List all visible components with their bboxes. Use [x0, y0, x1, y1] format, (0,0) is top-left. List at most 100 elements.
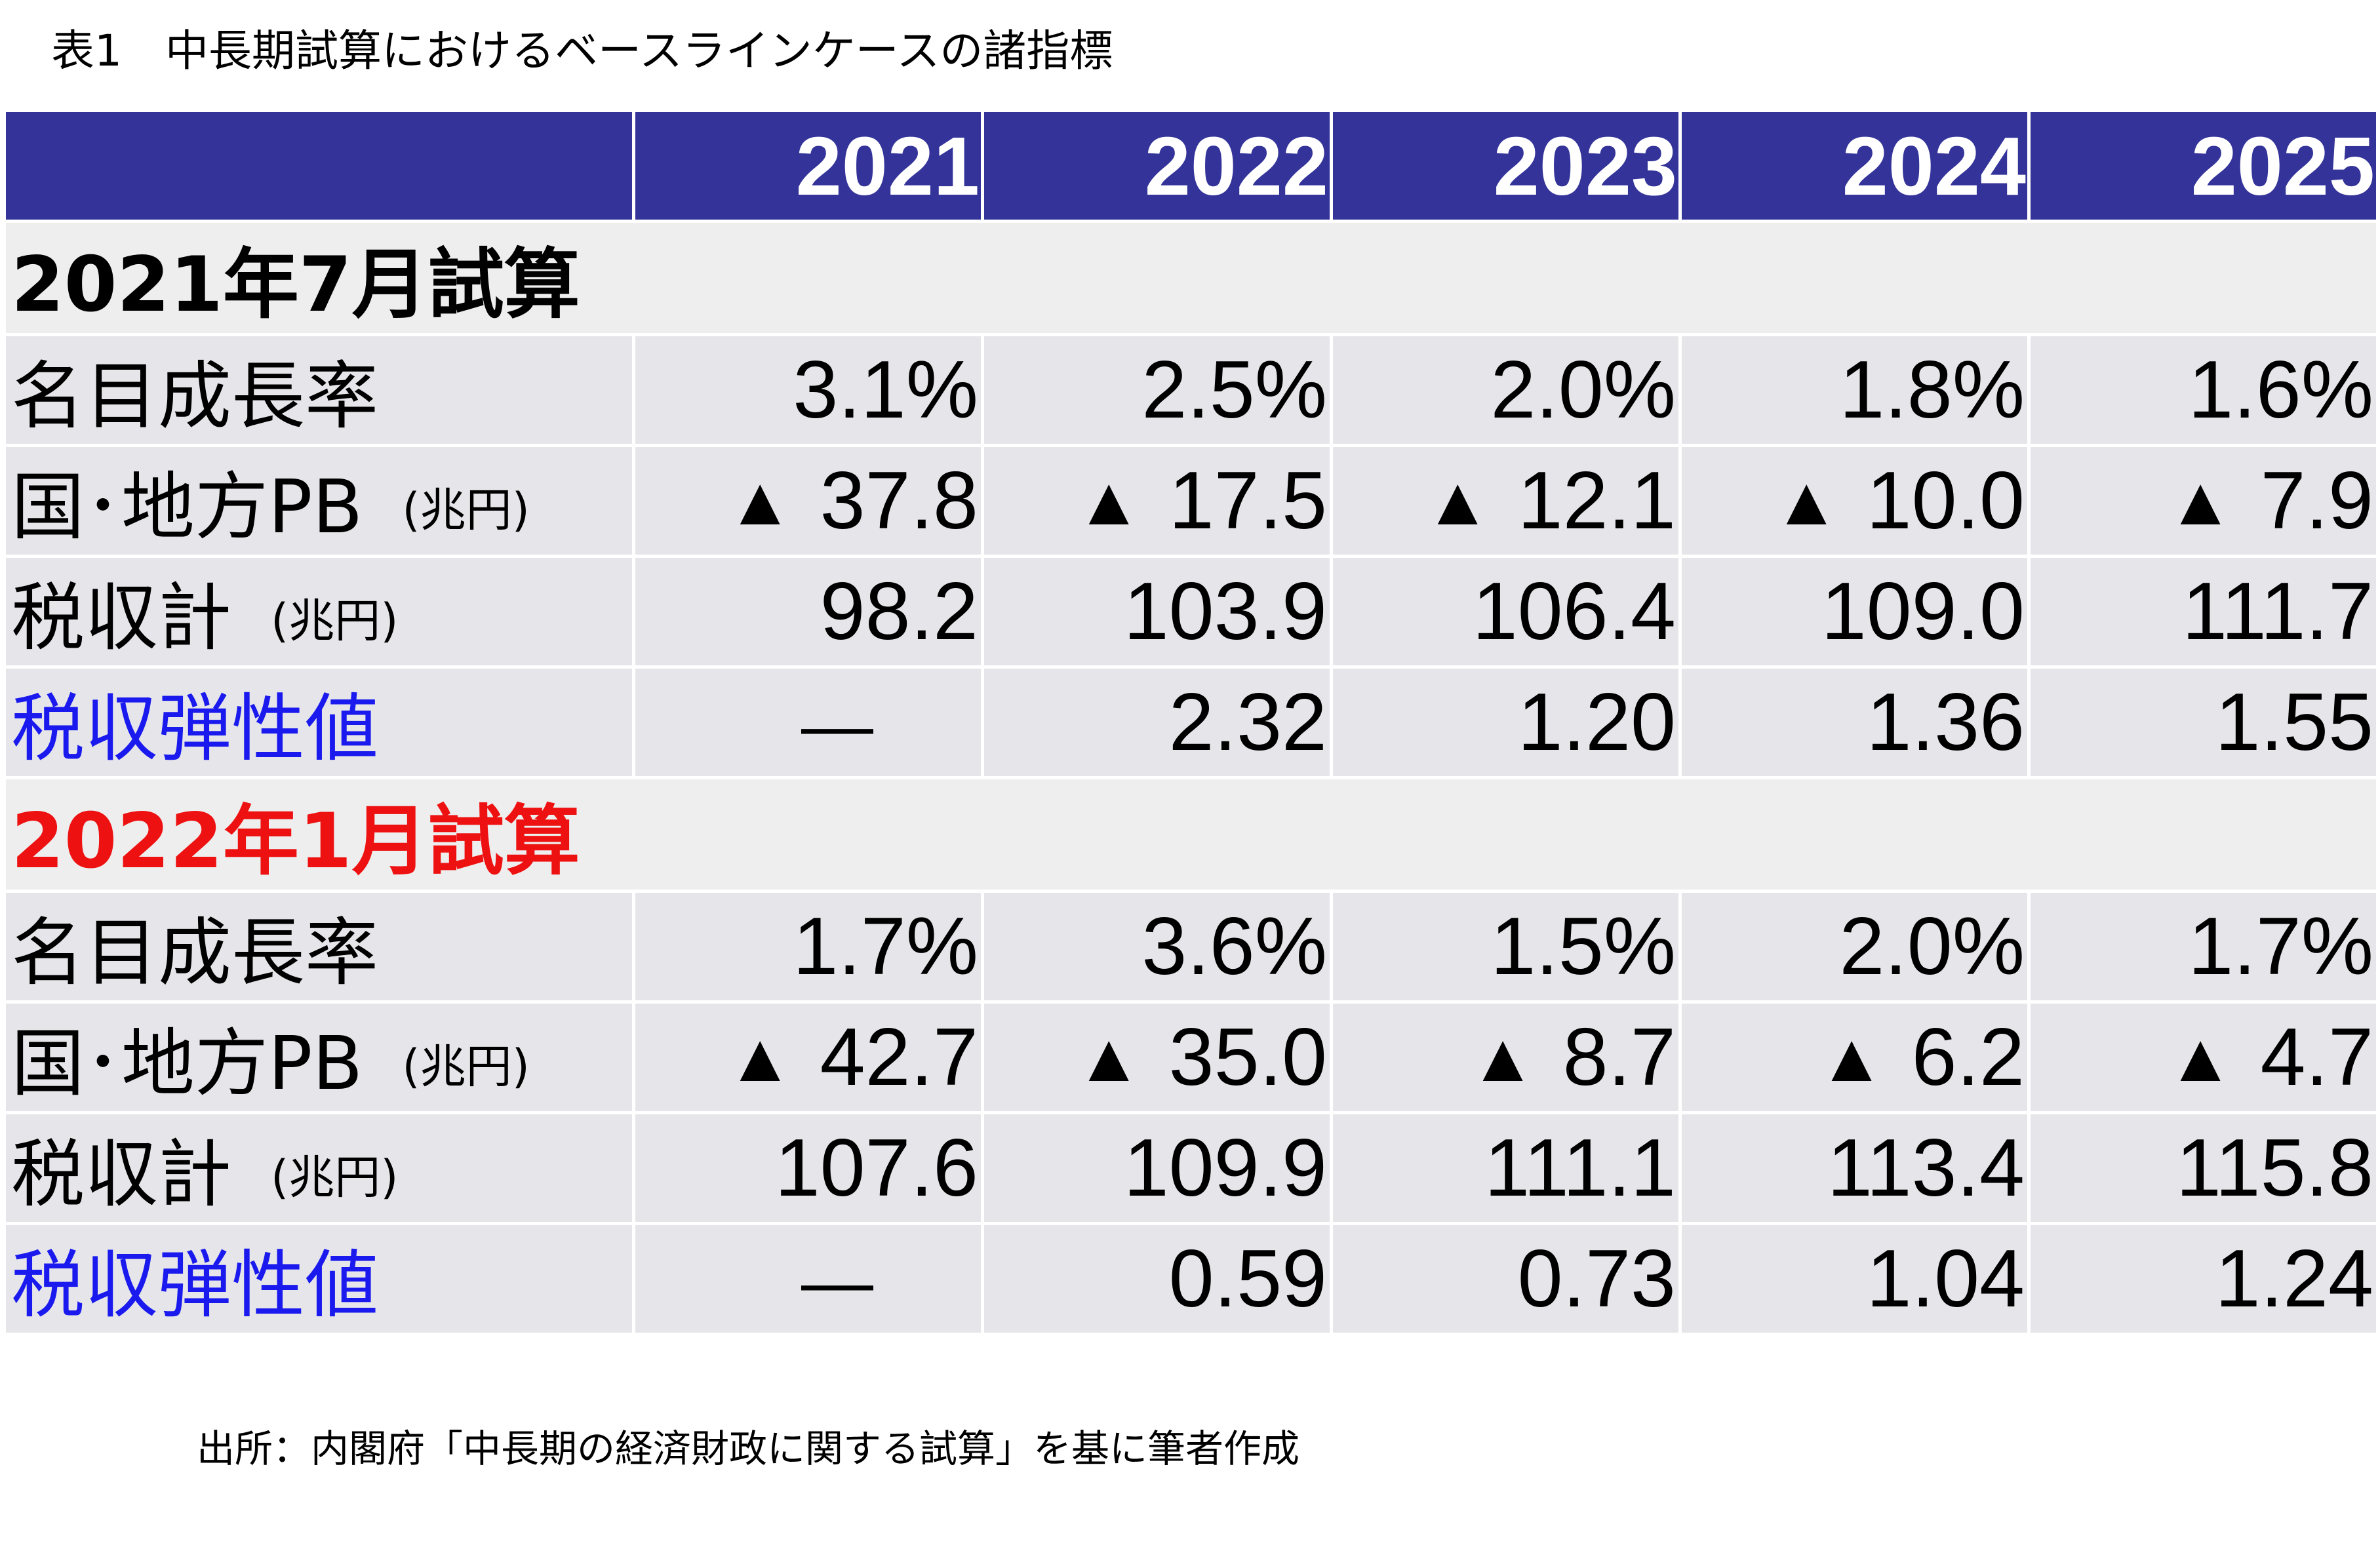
section-title: 2021年7月試算 [3, 220, 2379, 336]
negative-triangle-icon: ▲ [2166, 1020, 2234, 1096]
table-cell: ▲ 42.7 [632, 1000, 984, 1114]
row-label: 名目成長率 [3, 890, 635, 1004]
table-cell: ▲ 17.5 [981, 444, 1333, 558]
table-cell: 2.5% [981, 333, 1333, 447]
table-cell: 1.36 [1678, 665, 2031, 779]
cell-value: 10.0 [1866, 456, 2025, 546]
table-cell: 1.8% [1678, 333, 2031, 447]
cell-value: 6.2 [1911, 1012, 2025, 1103]
header-row: 2021 2022 2023 2024 2025 [3, 109, 2379, 223]
table-cell: 2.32 [981, 665, 1333, 779]
table-cell: 103.9 [981, 555, 1333, 669]
table-cell: 1.55 [2027, 665, 2379, 779]
table-cell: 113.4 [1678, 1111, 2031, 1225]
negative-triangle-icon: ▲ [1423, 463, 1492, 539]
table-cell: 1.7% [632, 890, 984, 1004]
row-label: 税収計 [11, 576, 231, 661]
table-row: 税収弾性値 ― 0.59 0.73 1.04 1.24 [3, 1222, 2379, 1336]
table-cell: ― [632, 665, 984, 779]
row-label-cell: 国･地方PB (兆円) [3, 1000, 635, 1114]
table-row: 国･地方PB (兆円) ▲ 42.7 ▲ 35.0 ▲ 8.7 ▲ 6.2 ▲ 4.7 [3, 1000, 2379, 1114]
table-cell: ▲ 10.0 [1678, 444, 2031, 558]
table-cell: 109.9 [981, 1111, 1333, 1225]
table-cell: 2.0% [1678, 890, 2031, 1004]
dash-value: ― [801, 1242, 873, 1322]
table-cell: 1.7% [2027, 890, 2379, 1004]
unit-label: (兆円) [402, 1040, 530, 1093]
row-label: 国･地方PB [11, 465, 363, 550]
cell-value: 37.8 [820, 456, 978, 546]
table-row: 税収計 (兆円) 98.2 103.9 106.4 109.0 111.7 [3, 555, 2379, 669]
table-row: 税収弾性値 ― 2.32 1.20 1.36 1.55 [3, 665, 2379, 779]
table-cell: 98.2 [632, 555, 984, 669]
table-cell: 1.5% [1330, 890, 1682, 1004]
section-row: 2021年7月試算 [3, 220, 2379, 336]
table-caption: 表1 中長期試算におけるベースラインケースの諸指標 [51, 26, 1113, 76]
header-corner-cell [3, 109, 635, 223]
table-cell: ▲ 6.2 [1678, 1000, 2031, 1114]
unit-label: (兆円) [402, 483, 530, 537]
table-cell: ▲ 7.9 [2027, 444, 2379, 558]
table-cell: 1.20 [1330, 665, 1682, 779]
negative-triangle-icon: ▲ [1469, 1020, 1537, 1096]
year-header: 2024 [1678, 109, 2031, 223]
table-cell: 111.1 [1330, 1111, 1682, 1225]
table-cell: ▲ 8.7 [1330, 1000, 1682, 1114]
table-row: 名目成長率 3.1% 2.5% 2.0% 1.8% 1.6% [3, 333, 2379, 447]
row-label: 税収弾性値 [3, 1222, 635, 1336]
table-cell: 1.6% [2027, 333, 2379, 447]
negative-triangle-icon: ▲ [1075, 463, 1143, 539]
negative-triangle-icon: ▲ [2166, 463, 2234, 539]
unit-label: (兆円) [271, 1150, 399, 1204]
table-cell: ▲ 12.1 [1330, 444, 1682, 558]
year-header: 2025 [2027, 109, 2379, 223]
cell-value: 12.1 [1517, 456, 1676, 546]
row-label: 国･地方PB [11, 1021, 363, 1106]
cell-value: 4.7 [2260, 1012, 2373, 1103]
negative-triangle-icon: ▲ [726, 1020, 794, 1096]
unit-label: (兆円) [271, 594, 399, 648]
cell-value: 17.5 [1168, 456, 1327, 546]
row-label-cell: 税収計 (兆円) [3, 1111, 635, 1225]
table-row: 国･地方PB (兆円) ▲ 37.8 ▲ 17.5 ▲ 12.1 ▲ 10.0 ▲ 7.9 [3, 444, 2379, 558]
row-label-cell: 国･地方PB (兆円) [3, 444, 635, 558]
table-cell: 2.0% [1330, 333, 1682, 447]
cell-value: 7.9 [2260, 456, 2373, 546]
table-cell: ▲ 37.8 [632, 444, 984, 558]
year-header: 2021 [632, 109, 984, 223]
table-cell: 0.73 [1330, 1222, 1682, 1336]
dash-value: ― [801, 685, 873, 766]
table-cell: 107.6 [632, 1111, 984, 1225]
table-cell: 106.4 [1330, 555, 1682, 669]
table-cell: 3.1% [632, 333, 984, 447]
table-cell: 115.8 [2027, 1111, 2379, 1225]
row-label: 税収計 [11, 1132, 231, 1217]
table-cell: 109.0 [1678, 555, 2031, 669]
year-header: 2023 [1330, 109, 1682, 223]
table-cell: 1.24 [2027, 1222, 2379, 1336]
table-row: 税収計 (兆円) 107.6 109.9 111.1 113.4 115.8 [3, 1111, 2379, 1225]
cell-value: 8.7 [1562, 1012, 1676, 1103]
row-label: 税収弾性値 [3, 665, 635, 779]
table-cell: ▲ 4.7 [2027, 1000, 2379, 1114]
year-header: 2022 [981, 109, 1333, 223]
negative-triangle-icon: ▲ [1075, 1020, 1143, 1096]
negative-triangle-icon: ▲ [1817, 1020, 1886, 1096]
negative-triangle-icon: ▲ [1772, 463, 1840, 539]
row-label-cell: 税収計 (兆円) [3, 555, 635, 669]
negative-triangle-icon: ▲ [726, 463, 794, 539]
section-title: 2022年1月試算 [3, 776, 2379, 893]
table-row: 名目成長率 1.7% 3.6% 1.5% 2.0% 1.7% [3, 890, 2379, 1004]
row-label: 名目成長率 [3, 333, 635, 447]
cell-value: 35.0 [1168, 1012, 1327, 1103]
source-note: 出所：内閣府「中長期の経済財政に関する試算」を基に筆者作成 [197, 1426, 1300, 1471]
table-cell: 3.6% [981, 890, 1333, 1004]
table-cell: 111.7 [2027, 555, 2379, 669]
table-cell: ― [632, 1222, 984, 1336]
table-cell: ▲ 35.0 [981, 1000, 1333, 1114]
table-cell: 0.59 [981, 1222, 1333, 1336]
table-cell: 1.04 [1678, 1222, 2031, 1336]
section-row: 2022年1月試算 [3, 776, 2379, 893]
cell-value: 42.7 [820, 1012, 978, 1103]
indicator-table: 2021 2022 2023 2024 2025 2021年7月試算 名目成長率… [3, 109, 2379, 1336]
